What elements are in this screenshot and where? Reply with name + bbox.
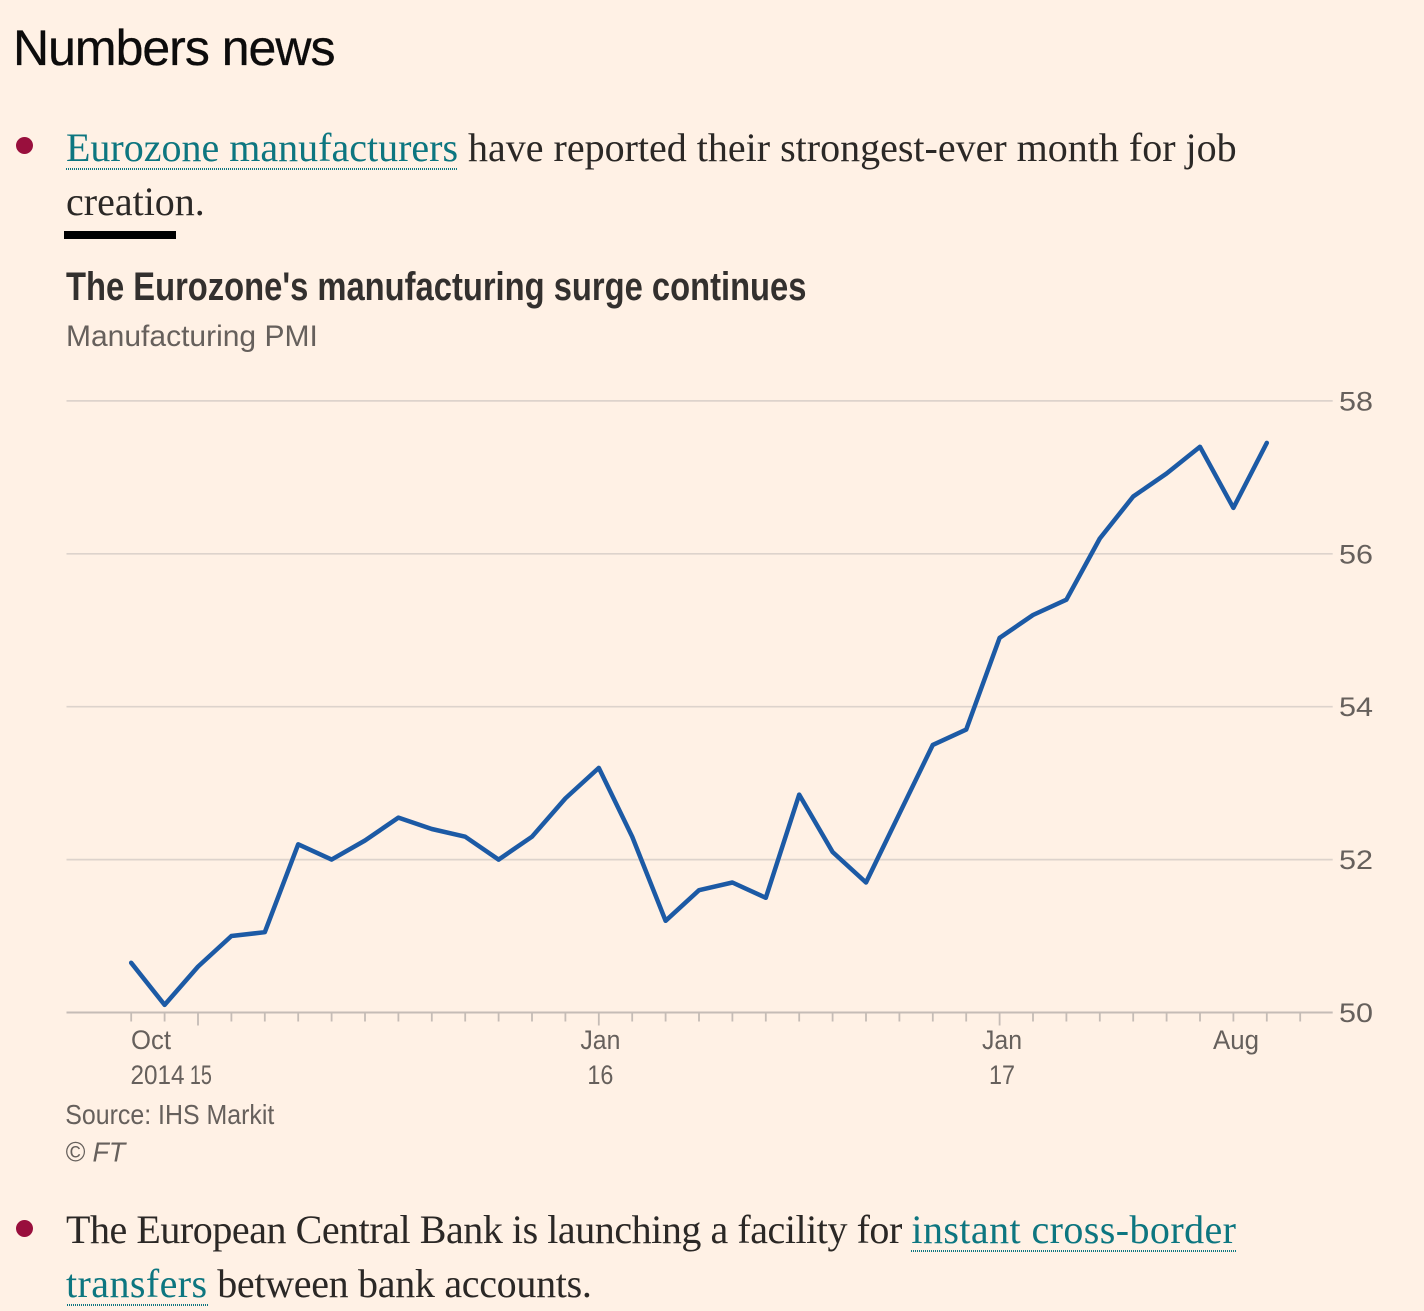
svg-text:2014: 2014 xyxy=(131,1060,185,1090)
svg-text:54: 54 xyxy=(1339,692,1373,722)
svg-text:Jan: Jan xyxy=(982,1025,1022,1055)
svg-text:56: 56 xyxy=(1339,539,1373,569)
svg-text:Aug: Aug xyxy=(1213,1025,1259,1055)
svg-text:58: 58 xyxy=(1339,386,1373,416)
svg-text:17: 17 xyxy=(989,1060,1015,1090)
svg-text:© FT: © FT xyxy=(65,1136,127,1167)
svg-text:Source: IHS Markit: Source: IHS Markit xyxy=(65,1099,274,1130)
svg-text:52: 52 xyxy=(1339,845,1373,875)
svg-text:15: 15 xyxy=(190,1060,212,1090)
svg-text:16: 16 xyxy=(587,1060,613,1090)
svg-text:50: 50 xyxy=(1339,998,1373,1028)
svg-text:Oct: Oct xyxy=(131,1025,171,1055)
svg-text:Jan: Jan xyxy=(580,1025,620,1055)
